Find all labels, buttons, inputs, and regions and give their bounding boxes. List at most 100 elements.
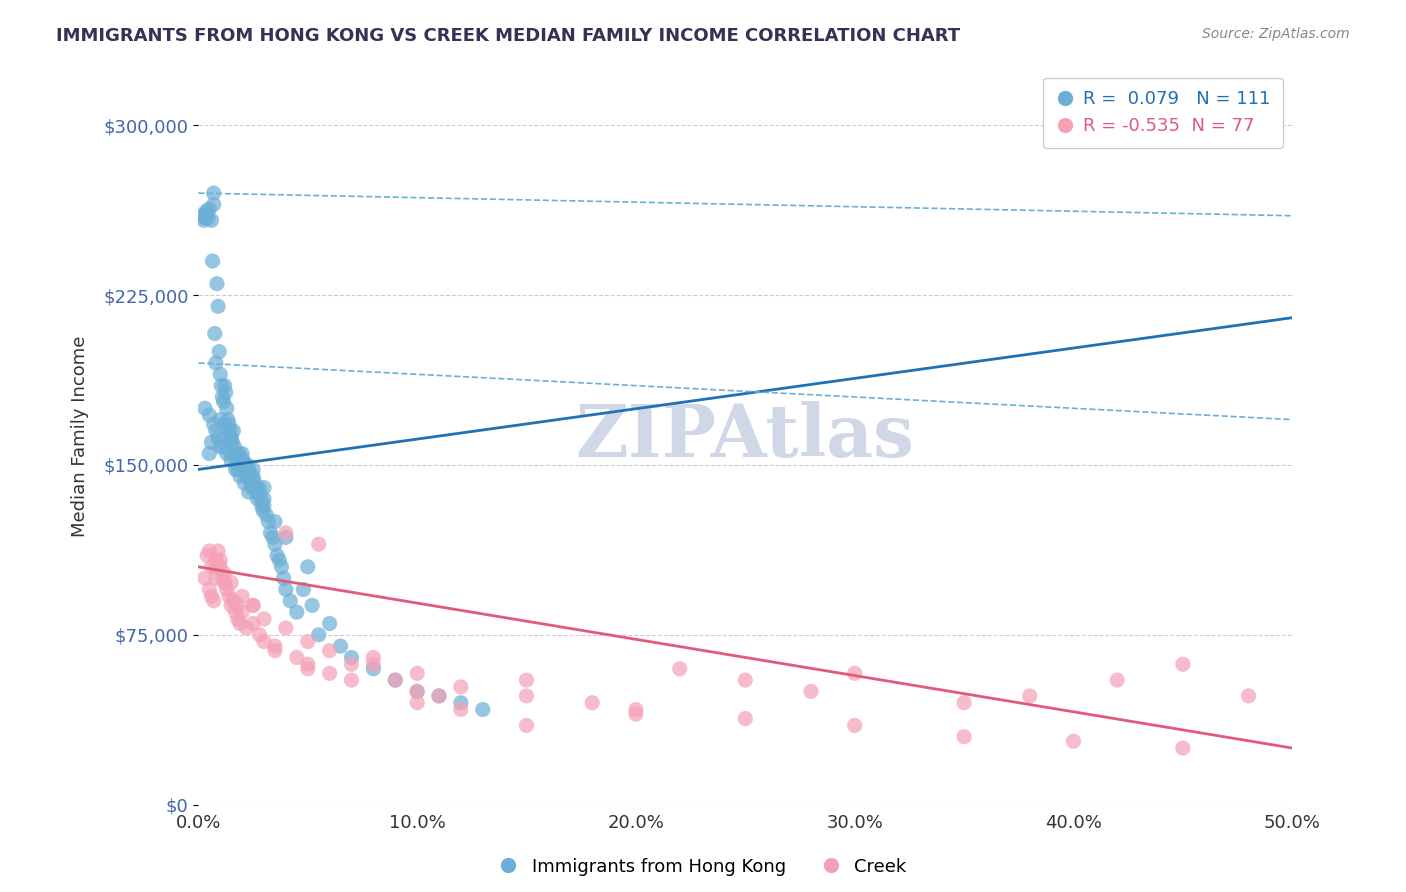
Point [202, 186, 225, 200]
Point [209, 378, 232, 392]
Point [229, 451, 252, 466]
Point [201, 254, 224, 268]
Point [1237, 689, 1260, 703]
Point [245, 481, 267, 495]
Point [219, 424, 242, 438]
Point [308, 537, 330, 551]
Point [471, 702, 494, 716]
Point [194, 401, 217, 416]
Point [242, 462, 264, 476]
Point [297, 662, 319, 676]
Point [233, 458, 256, 472]
Point [214, 575, 236, 590]
Point [427, 689, 450, 703]
Point [238, 469, 260, 483]
Point [195, 549, 218, 563]
Point [242, 616, 264, 631]
Point [193, 213, 215, 227]
Point [340, 650, 363, 665]
Point [240, 481, 263, 495]
Point [253, 499, 276, 513]
Point [269, 553, 291, 567]
Point [274, 530, 297, 544]
Point [384, 673, 406, 687]
Point [242, 469, 264, 483]
Point [198, 544, 221, 558]
Point [264, 537, 287, 551]
Point [250, 499, 273, 513]
Point [297, 559, 319, 574]
Point [198, 202, 221, 216]
Point [515, 673, 537, 687]
Point [581, 696, 603, 710]
Point [235, 462, 257, 476]
Point [243, 474, 266, 488]
Point [406, 666, 429, 681]
Point [308, 628, 330, 642]
Point [214, 378, 236, 392]
Point [953, 696, 976, 710]
Point [215, 401, 238, 416]
Point [236, 458, 259, 472]
Point [202, 197, 225, 211]
Point [198, 447, 221, 461]
Point [214, 417, 236, 431]
Point [318, 643, 340, 657]
Point [274, 525, 297, 540]
Point [233, 476, 256, 491]
Point [224, 440, 246, 454]
Point [215, 447, 238, 461]
Point [242, 599, 264, 613]
Point [226, 599, 249, 613]
Point [194, 211, 217, 225]
Legend: Immigrants from Hong Kong, Creek: Immigrants from Hong Kong, Creek [492, 851, 914, 883]
Point [204, 326, 226, 341]
Point [208, 344, 231, 359]
Point [239, 469, 262, 483]
Point [205, 277, 228, 291]
Point [226, 612, 249, 626]
Point [219, 575, 242, 590]
Point [264, 515, 287, 529]
Point [450, 696, 472, 710]
Point [226, 458, 249, 472]
Point [207, 431, 229, 445]
Point [218, 417, 240, 431]
Point [427, 689, 450, 703]
Point [228, 447, 250, 461]
Point [1171, 741, 1194, 756]
Text: Source: ZipAtlas.com: Source: ZipAtlas.com [1202, 27, 1350, 41]
Point [318, 616, 340, 631]
Legend: R =  0.079   N = 111, R = -0.535  N = 77: R = 0.079 N = 111, R = -0.535 N = 77 [1043, 78, 1284, 148]
Point [253, 634, 276, 648]
Point [217, 412, 239, 426]
Point [215, 582, 238, 597]
Point [270, 559, 292, 574]
Point [225, 462, 247, 476]
Point [219, 431, 242, 445]
Point [200, 435, 222, 450]
Point [624, 707, 647, 722]
Point [209, 553, 232, 567]
Point [340, 673, 363, 687]
Point [734, 673, 756, 687]
Point [262, 530, 284, 544]
Point [249, 628, 271, 642]
Point [624, 702, 647, 716]
Point [249, 491, 271, 506]
Point [245, 481, 267, 495]
Point [292, 582, 315, 597]
Point [257, 515, 280, 529]
Point [235, 469, 257, 483]
Point [205, 553, 228, 567]
Point [266, 549, 288, 563]
Point [209, 559, 232, 574]
Point [238, 485, 260, 500]
Point [363, 662, 385, 676]
Point [211, 440, 233, 454]
Point [1107, 673, 1129, 687]
Point [515, 689, 537, 703]
Point [207, 544, 229, 558]
Point [242, 599, 264, 613]
Point [340, 657, 363, 672]
